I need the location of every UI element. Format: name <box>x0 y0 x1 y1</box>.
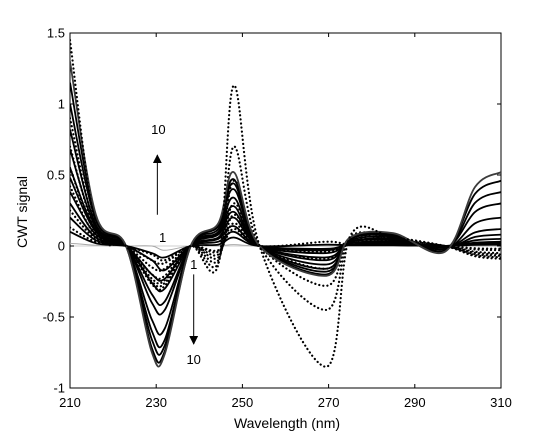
y-tick-label: 1 <box>58 97 65 112</box>
series-line-14 <box>70 117 501 311</box>
x-tick-label: 230 <box>145 395 167 410</box>
x-tick-label: 290 <box>404 395 426 410</box>
y-axis-label: CWT signal <box>14 176 30 248</box>
y-tick-label: -0.5 <box>43 310 65 325</box>
x-tick-label: 250 <box>232 395 254 410</box>
x-tick-label: 210 <box>59 395 81 410</box>
y-tick-label: 1.5 <box>47 26 65 41</box>
series-line-12 <box>70 145 501 287</box>
series-line-11 <box>70 167 501 316</box>
plot-frame <box>69 32 502 389</box>
y-tick-label: -1 <box>53 381 65 396</box>
x-tick-label: 310 <box>490 395 512 410</box>
x-axis-label: Wavelength (nm) <box>234 415 340 431</box>
series-line-7 <box>70 185 501 272</box>
annotation-label-1: 10 <box>151 122 165 137</box>
y-tick-label: 0 <box>58 239 65 254</box>
annotation-label-3: 1 <box>190 257 197 272</box>
y-tick-label: 0.5 <box>47 168 65 183</box>
annotation-label-2: 1 <box>159 230 166 245</box>
annotation-label-4: 10 <box>186 352 200 367</box>
series-line-9 <box>70 166 501 280</box>
x-tick-label: 270 <box>318 395 340 410</box>
series-line-19 <box>70 39 501 368</box>
